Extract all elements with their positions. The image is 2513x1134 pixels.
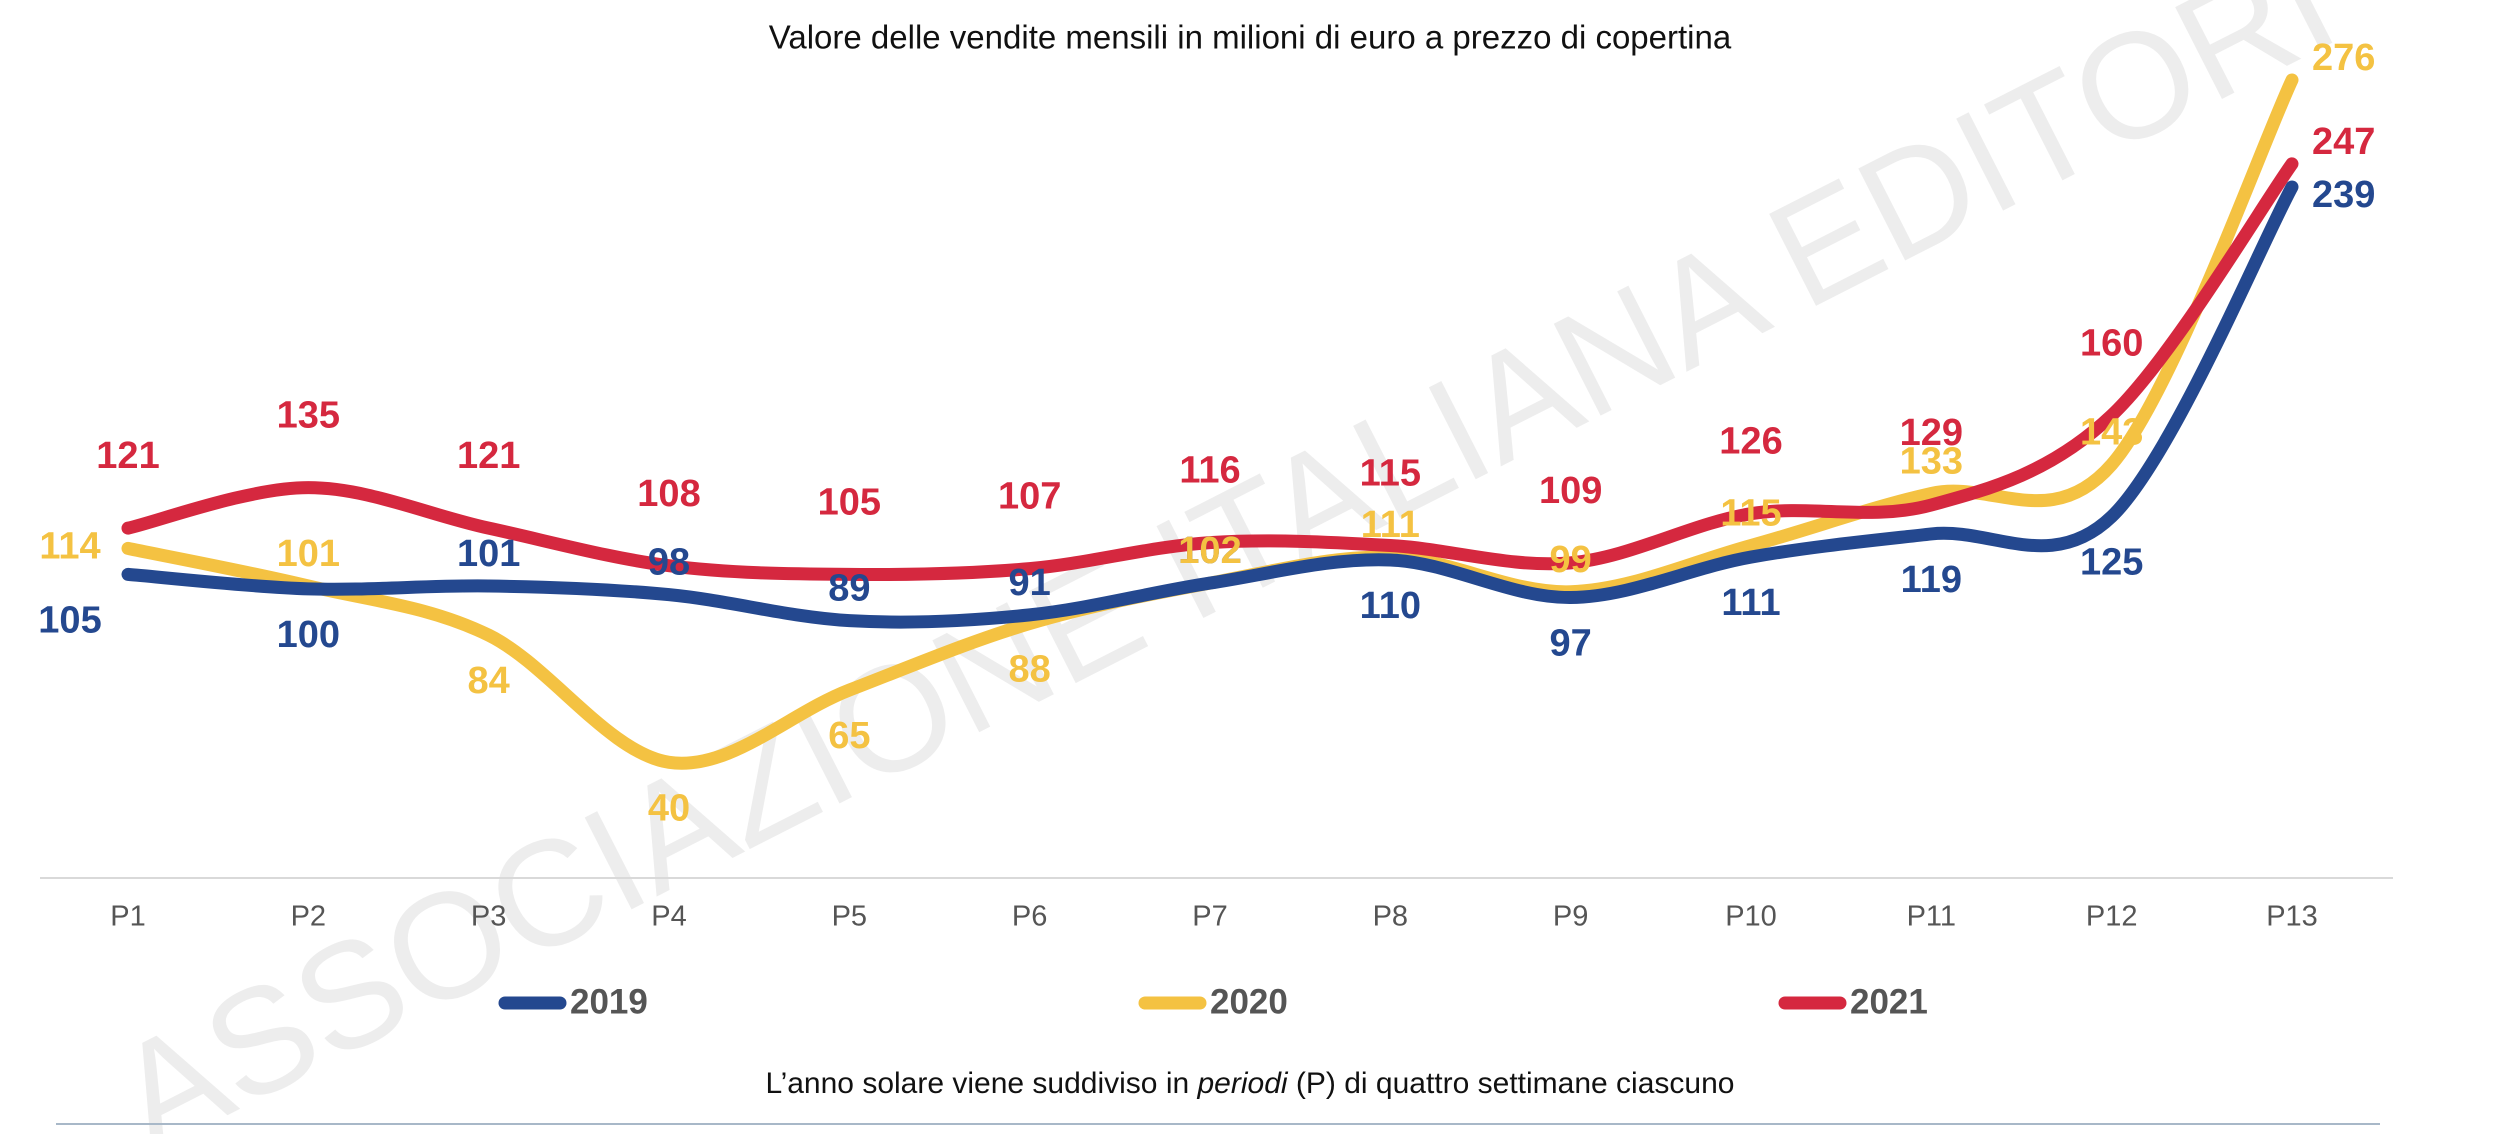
data-label: 135 (277, 395, 340, 437)
data-label: 97 (1550, 623, 1592, 665)
data-label: 115 (1360, 453, 1421, 495)
data-label: 116 (1179, 450, 1240, 492)
data-label: 109 (1539, 470, 1602, 512)
chart-title: Valore delle vendite mensili in milioni … (769, 19, 1732, 56)
data-label: 91 (1009, 562, 1051, 604)
data-label: 121 (457, 435, 520, 477)
x-tick-label: P10 (1725, 901, 1777, 933)
x-tick-label: P7 (1192, 901, 1227, 933)
data-label: 99 (1550, 539, 1592, 581)
data-label: 160 (2080, 322, 2143, 364)
data-label: 110 (1360, 585, 1421, 627)
data-label: 40 (648, 787, 690, 829)
legend-label: 2019 (570, 982, 648, 1021)
data-label: 125 (2080, 542, 2143, 584)
data-label: 126 (1719, 421, 1782, 463)
legend-label: 2020 (1210, 982, 1288, 1021)
data-label: 101 (457, 533, 520, 575)
data-label: 276 (2312, 37, 2375, 79)
x-tick-label: P1 (110, 901, 145, 933)
data-label: 84 (468, 660, 510, 702)
x-tick-label: P12 (2086, 901, 2138, 933)
data-label: 108 (637, 473, 700, 515)
data-label: 100 (277, 614, 340, 656)
x-tick-label: P3 (471, 901, 506, 933)
data-label: 247 (2312, 121, 2375, 163)
x-tick-label: P9 (1553, 901, 1588, 933)
data-label: 111 (1361, 504, 1420, 546)
legend-label: 2021 (1850, 982, 1928, 1021)
x-tick-label: P13 (2266, 901, 2318, 933)
x-tick-label: P8 (1373, 901, 1408, 933)
footnote: L’anno solare viene suddiviso in periodi… (766, 1067, 1735, 1100)
x-tick-label: P6 (1012, 901, 1047, 933)
footnote-text: (P) di quattro settimane ciascuno (1288, 1067, 1735, 1100)
data-label: 107 (998, 476, 1061, 518)
x-tick-label: P4 (651, 901, 686, 933)
data-label: 121 (96, 435, 159, 477)
data-label: 65 (828, 715, 870, 757)
x-tick-label: P2 (291, 901, 326, 933)
data-label: 115 (1720, 493, 1781, 535)
data-label: 105 (818, 481, 881, 523)
footnote-text: L’anno solare viene suddiviso in (766, 1067, 1198, 1100)
data-label: 102 (1178, 530, 1241, 572)
data-label: 119 (1901, 559, 1962, 601)
data-label: 239 (2312, 174, 2375, 216)
data-label: 143 (2080, 412, 2143, 454)
series-line (121, 157, 2299, 582)
data-label: 98 (648, 542, 690, 584)
data-label: 133 (1900, 440, 1963, 482)
data-label: 88 (1009, 649, 1051, 691)
data-label: 89 (828, 568, 870, 610)
data-label: 111 (1721, 582, 1780, 624)
x-tick-label: P5 (832, 901, 867, 933)
series-line (121, 180, 2299, 629)
data-label: 102 (1178, 530, 1241, 572)
data-label: 129 (1900, 412, 1963, 454)
x-tick-label: P11 (1907, 901, 1956, 933)
footnote-italic: periodi (1197, 1067, 1289, 1100)
data-label: 105 (38, 599, 101, 641)
data-label: 101 (277, 533, 340, 575)
data-label: 114 (39, 525, 100, 567)
